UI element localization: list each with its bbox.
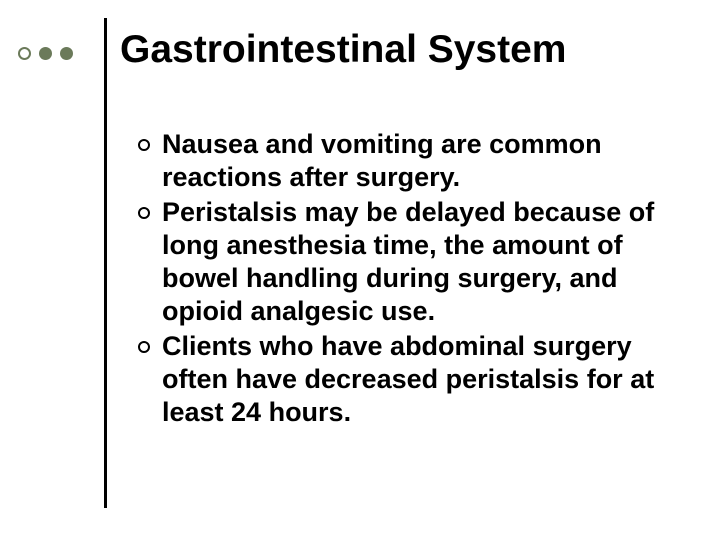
bullet-marker-icon (138, 207, 150, 219)
slide-container: Gastrointestinal System Nausea and vomit… (0, 0, 720, 540)
bullet-text: Peristalsis may be delayed because of lo… (162, 196, 688, 328)
vertical-divider (104, 18, 107, 508)
bullet-marker-icon (138, 139, 150, 151)
slide-body: Nausea and vomiting are common reactions… (138, 128, 688, 430)
bullet-item: Peristalsis may be delayed because of lo… (138, 196, 688, 328)
bullet-text: Clients who have abdominal surgery often… (162, 330, 688, 429)
dot-icon (18, 47, 31, 60)
dot-icon (39, 47, 52, 60)
decorator-dots (18, 47, 73, 60)
slide-title: Gastrointestinal System (120, 28, 566, 72)
bullet-marker-icon (138, 341, 150, 353)
bullet-item: Nausea and vomiting are common reactions… (138, 128, 688, 194)
bullet-item: Clients who have abdominal surgery often… (138, 330, 688, 429)
bullet-text: Nausea and vomiting are common reactions… (162, 128, 688, 194)
dot-icon (60, 47, 73, 60)
